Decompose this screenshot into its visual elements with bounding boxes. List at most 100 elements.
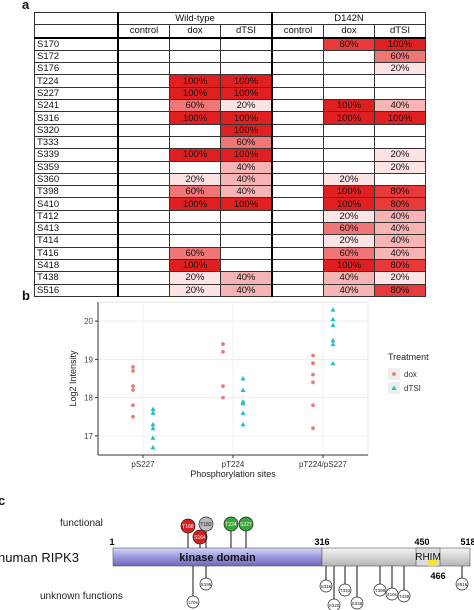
table-cell: 100% (220, 123, 273, 137)
unknown-site-marker (373, 583, 387, 597)
table-cell (117, 135, 170, 150)
table-cell (117, 283, 170, 297)
site-label: S320 (34, 123, 119, 137)
table-row: S170 80% 100% (34, 37, 426, 51)
dtsi-point (240, 387, 246, 392)
position-kinase-end: 316 (314, 537, 329, 547)
y-axis-label: Log2 Intensity (68, 350, 78, 407)
dtsi-point (150, 406, 156, 412)
table-cell: 80% (323, 37, 375, 51)
unknown-site-label: T438 (399, 594, 410, 599)
table-cell: 20% (220, 99, 273, 113)
table-cell: 20% (374, 160, 426, 174)
x-tick-label: pT224 (222, 460, 245, 469)
table-cell (271, 62, 324, 76)
table-row: S320 100% (34, 123, 426, 137)
table-cell: 20% (169, 172, 221, 187)
table-cell (374, 74, 426, 88)
table-cell: 40% (374, 209, 426, 224)
table-cell (271, 123, 324, 137)
condition-header: dTSI (374, 24, 426, 39)
table-cell (117, 209, 170, 224)
site-label: S316 (34, 111, 119, 125)
dox-point (311, 426, 315, 431)
dtsi-point (330, 322, 336, 327)
table-row: S516 20% 40% 40% 80% (34, 283, 426, 297)
functional-site-label: T182 (200, 522, 212, 528)
table-cell (169, 234, 221, 248)
y-tick-label: 17 (84, 432, 93, 441)
table-cell: 100% (374, 37, 426, 51)
dox-point (131, 403, 135, 408)
dox-point (131, 388, 135, 392)
legend-dtsi-marker (391, 385, 397, 390)
table-cell: 20% (169, 283, 221, 297)
table-row: T333 60% (34, 135, 426, 150)
table-cell (323, 148, 375, 162)
table-cell (220, 37, 273, 51)
table-cell: 40% (374, 99, 426, 113)
table-cell (271, 258, 324, 273)
table-cell: 40% (323, 283, 375, 297)
table-cell: 40% (323, 271, 375, 285)
unknown-site-label: S199 (201, 582, 212, 587)
c-terminal-bar (321, 547, 471, 567)
unknown-functions-label: unknown functions (40, 591, 123, 602)
dox-point (311, 380, 315, 385)
dox-point (221, 384, 225, 389)
table-cell: 80% (374, 258, 426, 273)
corner-cell (34, 24, 119, 39)
table-cell: 20% (323, 209, 375, 224)
protein-name-label: human RIPK3 (0, 550, 79, 565)
site-label: S413 (34, 222, 119, 236)
table-cell: 40% (220, 160, 273, 174)
site-label: T416 (34, 246, 119, 260)
dox-point (131, 368, 135, 373)
table-cell (323, 62, 375, 76)
table-cell: 60% (169, 246, 221, 260)
site-label: T414 (34, 234, 119, 248)
group-header-wild-type: Wild-type (117, 11, 273, 26)
dtsi-point (330, 360, 336, 366)
dox-point (131, 414, 135, 419)
y-tick-label: 20 (84, 317, 93, 326)
site-label: S360 (34, 172, 119, 187)
site-label: T412 (34, 209, 119, 224)
table-cell (271, 222, 324, 236)
table-cell: 100% (220, 86, 273, 101)
position-end: 518 (460, 537, 474, 547)
table-cell (271, 148, 324, 162)
site-label: T438 (34, 271, 119, 285)
table-row: S339 100% 100% 20% (34, 148, 426, 162)
table-cell: 100% (169, 74, 221, 88)
dtsi-point (150, 444, 156, 450)
table-cell (117, 111, 170, 125)
site-label: S339 (34, 148, 119, 162)
table-cell: 20% (323, 172, 375, 187)
table-cell (271, 197, 324, 211)
dtsi-point (150, 435, 156, 440)
site-label: S241 (34, 99, 119, 113)
dtsi-point (240, 410, 246, 415)
table-cell (117, 258, 170, 273)
table-cell: 20% (323, 234, 375, 248)
site-label: S418 (34, 258, 119, 273)
table-cell: 100% (220, 148, 273, 162)
table-cell (271, 49, 324, 64)
legend-title: Treatment (388, 352, 429, 362)
y-tick-label: 19 (84, 355, 93, 364)
unknown-site-marker (327, 598, 341, 610)
unknown-site-marker (397, 589, 411, 603)
table-cell: 100% (169, 86, 221, 101)
corner-cell (34, 11, 119, 26)
dox-point (311, 372, 315, 377)
dtsi-point (150, 425, 156, 431)
table-cell: 100% (323, 111, 375, 125)
table-cell: 60% (169, 185, 221, 199)
table-cell (169, 37, 221, 51)
group-header-d142n: D142N (271, 11, 426, 26)
unknown-site-label: 170s (188, 600, 199, 605)
site-label: S170 (34, 37, 119, 51)
kinase-domain-label: kinase domain (179, 552, 256, 564)
table-cell (271, 246, 324, 260)
